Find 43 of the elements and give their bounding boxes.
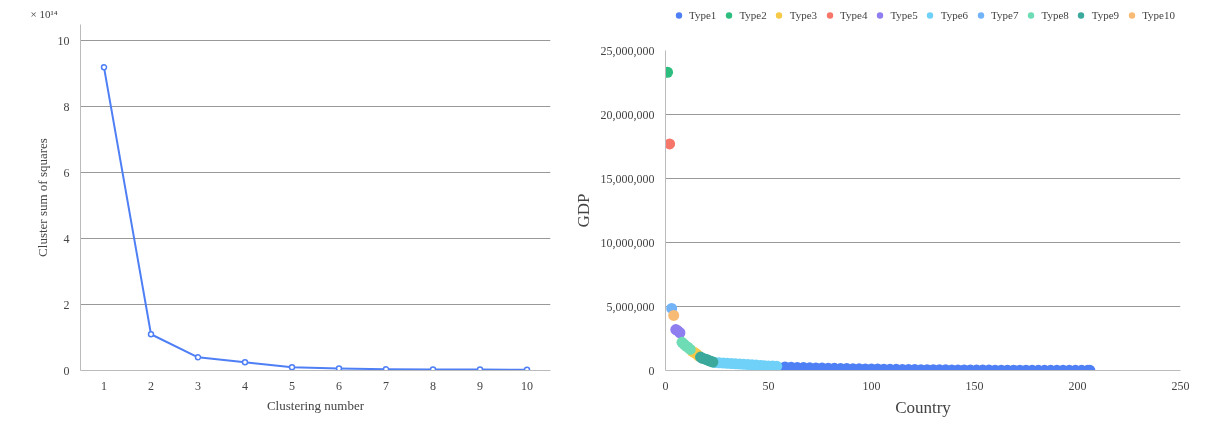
x-tick-label: 0 [662, 378, 669, 393]
legend-label: Type8 [1041, 9, 1069, 21]
y-tick-label: 0 [648, 363, 655, 378]
x-tick-label: 4 [242, 378, 248, 393]
y-tick-label: 8 [63, 99, 70, 114]
y-tick-label: 0 [63, 363, 70, 378]
y-tick-label: 25,000,000 [600, 43, 655, 58]
y-tick-label: 10 [57, 33, 70, 48]
y-tick-label: 20,000,000 [600, 107, 655, 122]
y-tick-label: 15,000,000 [600, 171, 655, 186]
y-tick-label: 10,000,000 [600, 235, 655, 250]
legend-label: Type4 [840, 9, 868, 21]
legend-label: Type3 [789, 9, 818, 21]
x-axis-title: Country [895, 397, 952, 417]
y-tick-label: 5,000,000 [606, 299, 655, 314]
x-tick-label: 6 [336, 378, 342, 393]
legend-label: Type10 [1142, 9, 1175, 21]
y-axis-title: Cluster sum of squares [34, 138, 50, 257]
x-axis-title: Clustering number [266, 397, 365, 413]
legend-label: Type2 [739, 9, 767, 21]
legend-label: Type7 [991, 9, 1019, 21]
y-axis-title: GDP [573, 193, 593, 228]
x-tick-label: 1 [101, 378, 107, 393]
y-tick-label: 6 [63, 165, 70, 180]
x-tick-label: 7 [383, 378, 389, 393]
legend-label: Type1 [689, 9, 717, 21]
text: × 10¹⁴ [30, 7, 58, 20]
y-tick-label: 2 [63, 297, 70, 312]
x-tick-label: 3 [195, 378, 201, 393]
x-tick-label: 50 [762, 378, 775, 393]
legend-label: Type6 [940, 9, 969, 21]
x-tick-label: 150 [965, 378, 984, 393]
x-tick-label: 5 [289, 378, 295, 393]
legend-label: Type5 [890, 9, 918, 21]
x-tick-label: 9 [477, 378, 483, 393]
x-tick-label: 100 [862, 378, 881, 393]
x-tick-label: 200 [1068, 378, 1087, 393]
y-tick-label: 4 [63, 231, 70, 246]
x-tick-label: 10 [521, 378, 533, 393]
x-tick-label: 250 [1171, 378, 1190, 393]
legend-label: Type9 [1091, 9, 1120, 21]
x-tick-label: 2 [148, 378, 154, 393]
x-tick-label: 8 [430, 378, 436, 393]
